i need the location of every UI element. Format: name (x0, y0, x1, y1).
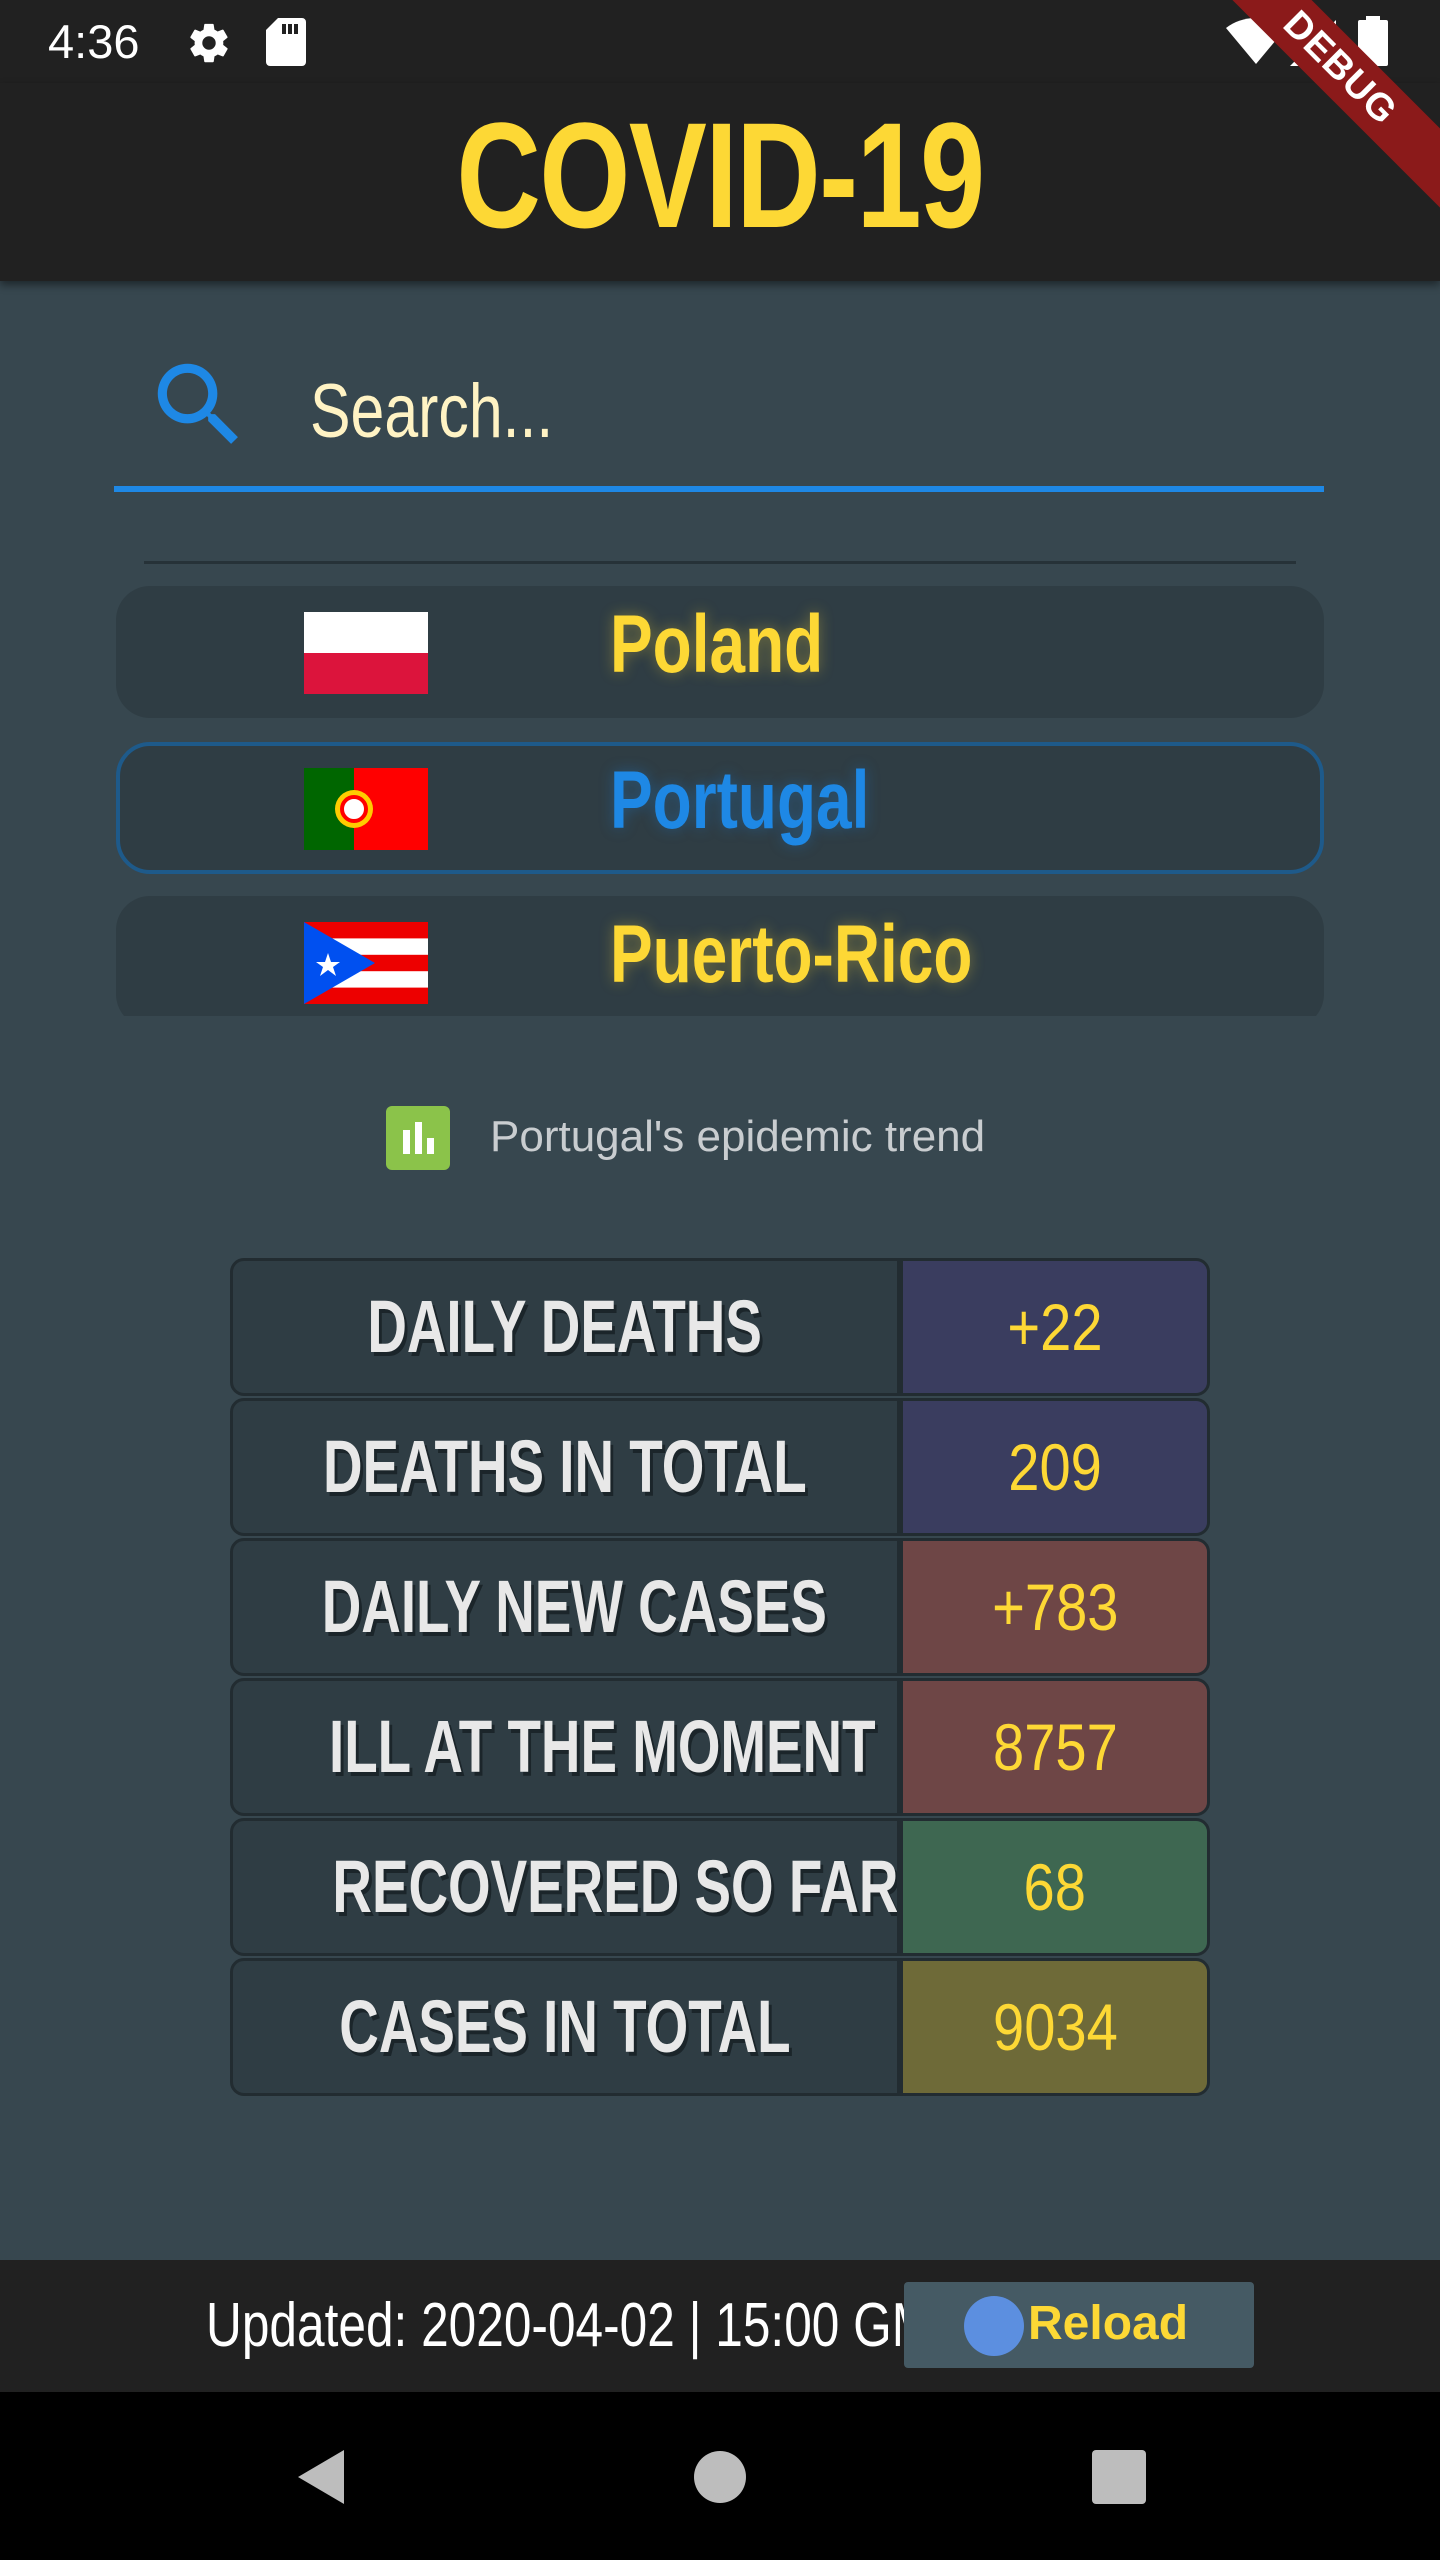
sd-card-icon (266, 18, 306, 66)
stat-label: DAILY NEW CASES (321, 1565, 827, 1648)
country-item-poland[interactable]: Poland (116, 586, 1324, 718)
country-name: Poland (610, 599, 824, 690)
app-bar: COVID-19 (0, 83, 1440, 281)
list-divider (144, 561, 1296, 564)
country-name: Portugal (610, 755, 870, 846)
stat-label: DAILY DEATHS (367, 1285, 763, 1368)
stat-row-deaths-total: DEATHS IN TOTAL 209 (230, 1398, 1210, 1536)
search-field[interactable] (114, 338, 1324, 492)
status-time: 4:36 (48, 15, 140, 68)
home-icon[interactable] (675, 2432, 765, 2522)
reload-indicator-icon (964, 2296, 1024, 2356)
bar-chart-icon (386, 1106, 450, 1170)
stat-row-cases-total: CASES IN TOTAL 9034 (230, 1958, 1210, 2096)
stat-row-daily-deaths: DAILY DEATHS +22 (230, 1258, 1210, 1396)
recents-icon[interactable] (1074, 2432, 1164, 2522)
reload-label: Reload (1028, 2297, 1189, 2350)
updated-timestamp: Updated: 2020-04-02 | 15:00 GMT (206, 2291, 964, 2360)
stat-row-recovered: RECOVERED SO FAR 68 (230, 1818, 1210, 1956)
puerto-rico-flag-icon (304, 922, 428, 1004)
stat-label: DEATHS IN TOTAL (323, 1425, 807, 1508)
stat-row-daily-new-cases: DAILY NEW CASES +783 (230, 1538, 1210, 1676)
stat-label: CASES IN TOTAL (339, 1985, 791, 2068)
stat-value: +783 (903, 1541, 1207, 1673)
search-icon (144, 350, 254, 465)
back-icon[interactable] (276, 2432, 366, 2522)
country-item-portugal[interactable]: Portugal (116, 742, 1324, 874)
portugal-flag-icon (304, 768, 428, 850)
poland-flag-icon (304, 612, 428, 694)
reload-button[interactable]: Reload (904, 2282, 1254, 2368)
stat-value: 68 (903, 1821, 1207, 1953)
country-item-puerto-rico[interactable]: Puerto-Rico (116, 896, 1324, 1016)
status-bar: 4:36 (0, 0, 1440, 83)
country-name: Puerto-Rico (610, 909, 973, 1000)
app-title: COVID-19 (456, 91, 985, 259)
stat-label: RECOVERED SO FAR (332, 1845, 899, 1928)
stat-value: 8757 (903, 1681, 1207, 1813)
search-input[interactable] (310, 356, 1078, 466)
settings-icon (186, 20, 232, 66)
stat-value: 9034 (903, 1961, 1207, 2093)
stat-value: 209 (903, 1401, 1207, 1533)
stat-row-ill-at-moment: ILL AT THE MOMENT 8757 (230, 1678, 1210, 1816)
stat-value: +22 (903, 1261, 1207, 1393)
footer-bar: Updated: 2020-04-02 | 15:00 GMT Reload (0, 2260, 1440, 2392)
system-nav-bar (0, 2392, 1440, 2560)
stat-label: ILL AT THE MOMENT (329, 1705, 876, 1788)
epidemic-trend-label: Portugal's epidemic trend (490, 1112, 986, 1161)
country-list[interactable]: Poland Portugal Puerto-Rico (116, 586, 1324, 1016)
